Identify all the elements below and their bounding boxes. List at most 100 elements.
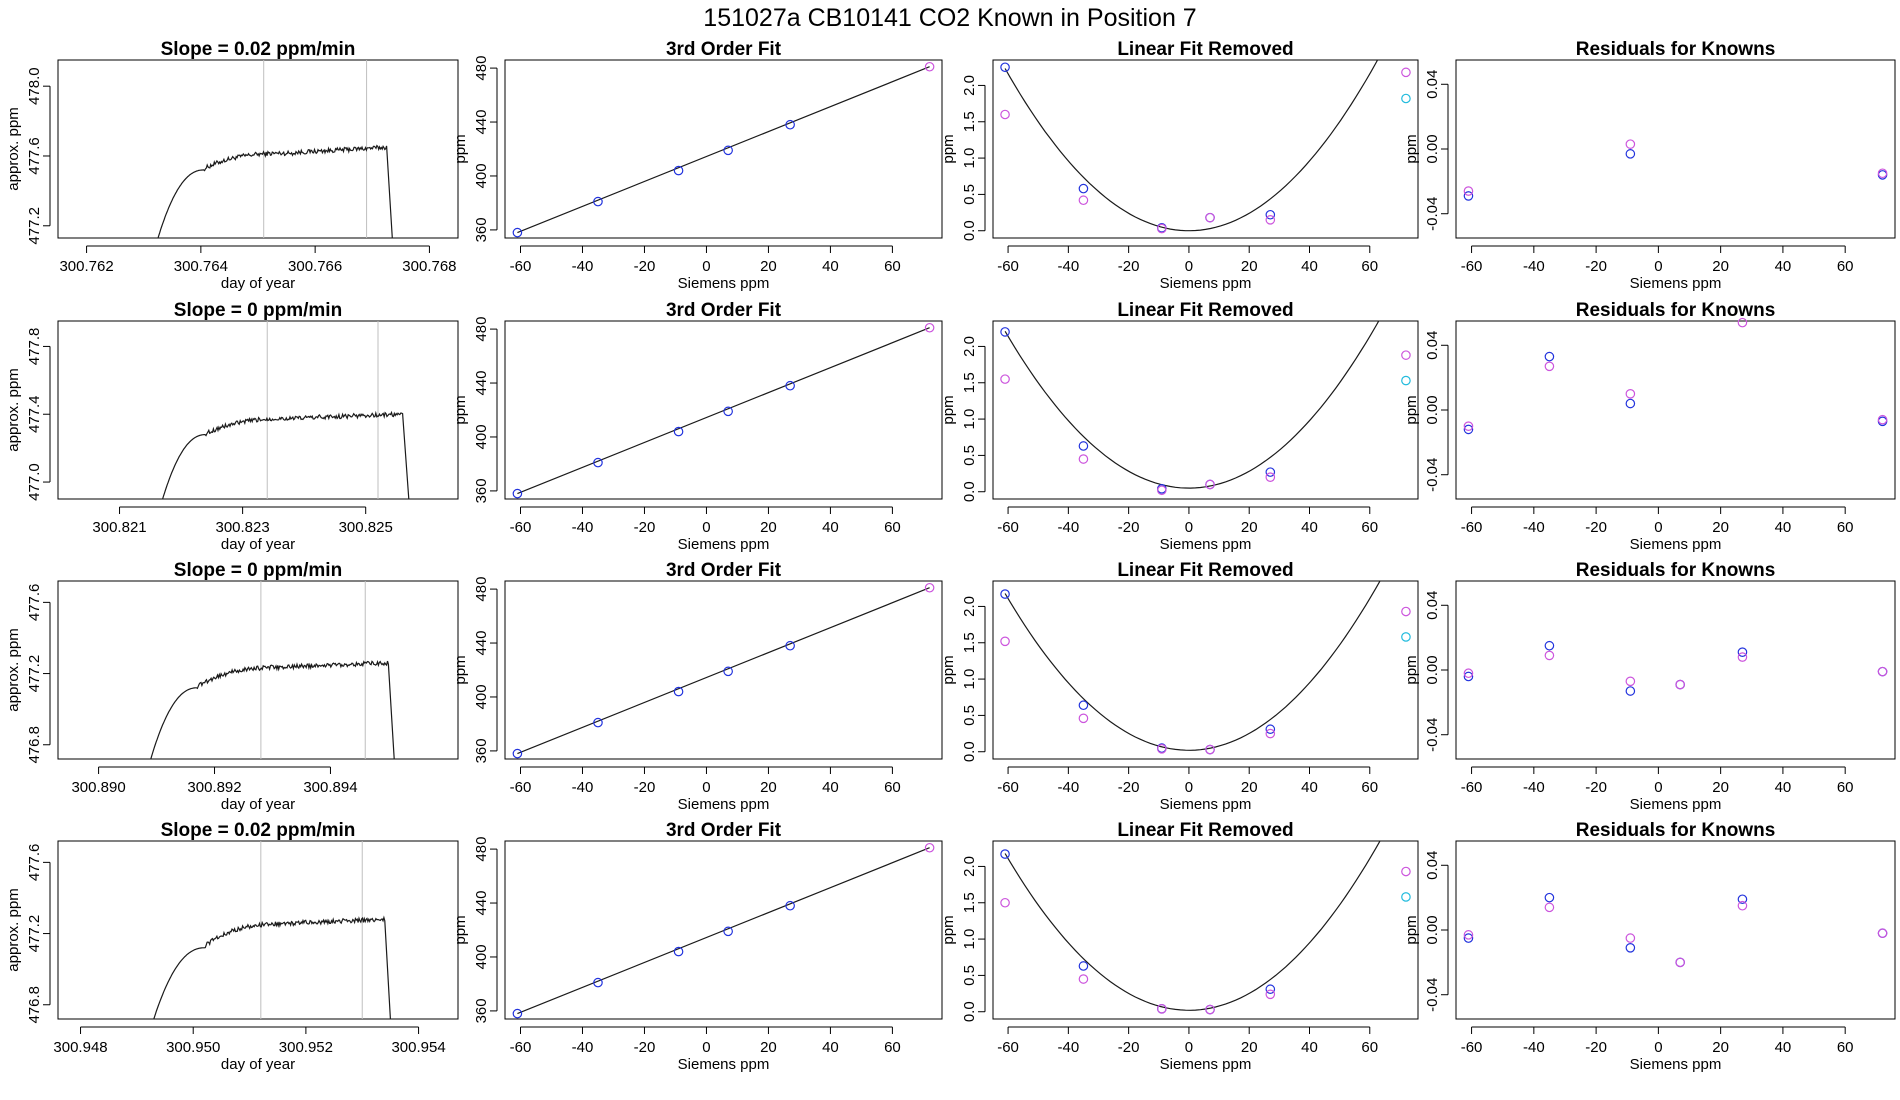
panel-r4c3-point-cyan [1401,892,1411,902]
panel-r2c2-frame [504,320,943,500]
panel-r1c3-x-tick-label: -20 [1118,258,1140,275]
panel-r3c2-point-blue [723,666,733,677]
panel-r4c1-plot-area [153,841,391,1019]
panel-r3c2-x-tick-label: -20 [634,779,656,796]
panel-r4c4-x-tick-label: -20 [1585,1039,1607,1056]
panel-r3c4-y-label: ppm [1403,655,1420,684]
panel-r4c3-point-magenta [1000,897,1010,908]
panel-r4c2-x-tick-label: 40 [822,1039,839,1056]
panel-r4c4-y-label: ppm [1403,915,1420,944]
panel-r1c3-point-blue [1000,62,1010,73]
panel-r1c3-point-magenta [1205,212,1215,223]
panel-r2c3-y-tick-label: 1.0 [961,409,978,430]
panel-r3c4-point-magenta [1544,650,1555,661]
panel-r2c3-point-magenta [1265,472,1276,483]
panel-r1c3-fit-curve [1004,60,1379,232]
panel-r4c1-trace-line [153,915,391,1019]
panel-r2c4-x-label: Siemens ppm [1630,536,1722,553]
panel-r2c3-x-label: Siemens ppm [1160,536,1252,553]
panel-r2c4-x-tick-label: -60 [1461,519,1483,536]
panel-r2c2-point-blue [512,488,523,499]
panel-r4c2-y-label: ppm [452,915,469,944]
panel-r4c4-x-tick-label: 40 [1775,1039,1792,1056]
panel-r4c1-y-label: approx. ppm [5,888,22,971]
panel-r4c4-y-tick-label: -0.04 [1424,978,1441,1012]
panel-r4c2-title: 3rd Order Fit [666,820,782,841]
panel-r2c3-y-tick-label: 2.0 [961,336,978,357]
panel-r3c4-point-blue [1737,647,1748,657]
panel-r2c3-y-tick-label: 0.0 [961,481,978,502]
panel-r3c2-point-blue [593,717,603,728]
panel-r3c2-y-tick-label: 400 [473,684,490,709]
panel-r1c1-y-tick-label: 477.2 [26,207,43,245]
panel-r4c4-point-magenta [1463,930,1474,940]
panel-r3c4-point-magenta [1625,676,1636,687]
panel-r3c4-title: Residuals for Knowns [1576,560,1776,581]
panel-r2c3-y-tick-label: 1.5 [961,372,978,393]
panel-r4c3-x-tick-label: 0 [1185,1039,1193,1056]
panel-r3c2-point-blue [785,640,795,651]
panel-r3c4-x-label: Siemens ppm [1630,796,1722,813]
panel-r3c2-x-tick-label: 60 [884,779,901,796]
panel-r3c1-y-tick-label: 476.8 [26,726,43,764]
panel-r2c4-y-tick-label: 0.04 [1424,331,1441,360]
panel-r4c3-x-tick-label: 60 [1361,1039,1378,1056]
panel-r4c3-x-label: Siemens ppm [1160,1056,1252,1073]
panel-r1c2-point-blue [512,227,523,238]
panel-r3c2: 3rd Order Fit -60 -40 -20 0 20 40 60 Siemens ppm… [452,560,943,813]
panel-r4c4-frame [1455,840,1896,1020]
panel-r2c1-x-tick-label: 300.823 [215,519,269,536]
panel-r4c2-x-tick-label: 0 [702,1039,710,1056]
panel-r2c3-x-tick-label: 60 [1361,519,1378,536]
panel-r4c3-y-label: ppm [940,915,957,944]
panel-r3c4-point-magenta [1463,668,1474,679]
panel-r1c1-y-label: approx. ppm [5,107,22,190]
panel-r3c2-x-label: Siemens ppm [678,796,770,813]
panel-r4c1-y-tick-label: 477.6 [26,844,43,882]
panel-r2c3-y-label: ppm [940,395,957,424]
panel-r2c3-x-tick-label: -60 [997,519,1019,536]
panel-r4c4-x-label: Siemens ppm [1630,1056,1722,1073]
panel-r1c3-y-tick-label: 1.5 [961,111,978,132]
panel-r2c2-x-tick-label: 0 [702,519,710,536]
panel-r2c2-x-tick-label: -60 [510,519,532,536]
panel-r2c4-x-tick-label: 60 [1837,519,1854,536]
panel-r4c1-y-tick-label: 477.2 [26,915,43,953]
panel-r4c4-x-tick-label: 20 [1712,1039,1729,1056]
panel-r4c2-y-tick-label: 360 [473,998,490,1023]
panel-r2c4: Residuals for Knowns -60 -40 -20 0 20 40 60 Siem… [1403,300,1896,553]
panel-r1c4-x-label: Siemens ppm [1630,275,1722,292]
panel-r2c4-x-tick-label: -40 [1523,519,1545,536]
panel-r1c1-x-tick-label: 300.764 [174,258,228,275]
panel-r3c4-x-tick-label: 60 [1837,779,1854,796]
panel-r2c2: 3rd Order Fit -60 -40 -20 0 20 40 60 Siemens ppm… [452,300,943,553]
panel-r3c4-point-magenta [1737,652,1748,662]
panel-r3c1-x-tick-label: 300.892 [187,779,241,796]
panel-r1c3-point-magenta [1078,195,1089,206]
panel-r2c3-point-magenta [1156,485,1167,496]
panel-r3c3-point-blue [1078,700,1089,711]
panel-r3c4-x-tick-label: -60 [1461,779,1483,796]
panel-r4c4-point-blue [1544,892,1555,903]
panel-r2c3-point-blue [1078,441,1089,451]
panel-r1c3-point-magenta [1265,215,1276,225]
panel-r2c3-point-magenta [1205,479,1215,490]
panel-r3c4-point-magenta [1877,666,1888,677]
panel-r1c2-y-tick-label: 480 [473,56,490,81]
panel-r3c3-point-magenta [1401,606,1411,617]
panel-r2c2-y-label: ppm [452,395,469,424]
panel-r1c2-frame [504,59,943,239]
panel-r4c1-x-label: day of year [221,1056,295,1073]
panel-r3c3-y-tick-label: 0.0 [961,741,978,762]
panel-r1c3-point-blue [1078,183,1089,194]
panel-r2c4-y-label: ppm [1403,395,1420,424]
panel-r1c2-x-tick-label: -60 [510,258,532,275]
panel-r3c2-x-tick-label: 40 [822,779,839,796]
panel-r4c1-x-tick-label: 300.948 [53,1039,107,1056]
panel-r2c1-y-label: approx. ppm [5,368,22,451]
panel-r2c1-y-tick-label: 477.4 [26,395,43,433]
panel-r3c1: Slope = 0 ppm/min 300.890 300.892 300.894 da… [5,560,459,813]
panel-r2c2-x-tick-label: 60 [884,519,901,536]
panel-r3c3-title: Linear Fit Removed [1117,560,1293,581]
panel-r4c4-point-magenta [1877,928,1888,939]
